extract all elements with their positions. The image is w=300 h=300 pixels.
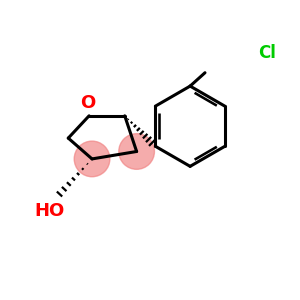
Text: O: O	[80, 94, 95, 112]
Text: HO: HO	[34, 202, 64, 220]
Circle shape	[74, 141, 110, 177]
Text: Cl: Cl	[259, 44, 276, 62]
Circle shape	[119, 134, 154, 169]
